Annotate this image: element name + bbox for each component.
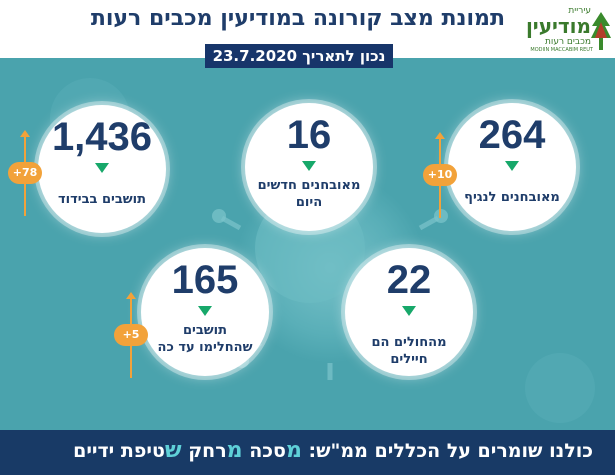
stat-label: תושבים בבידוד — [58, 192, 146, 207]
down-triangle-icon — [402, 306, 416, 316]
tree-logo-icon — [591, 12, 611, 50]
delta-badge: +5 — [114, 324, 148, 346]
logo-small-text: עיריית — [568, 6, 591, 16]
rules-prefix: כולנו שומרים על הכללים ממ"ש: — [308, 440, 594, 462]
logo-sub-text: מכבים רעות — [544, 37, 591, 47]
rules-message: כולנו שומרים על הכללים ממ"ש: מסכה מרחק ש… — [73, 438, 593, 463]
rule-distance-initial: מ — [226, 438, 243, 463]
rule-handwash-rest: טיפת ידיים — [73, 440, 165, 462]
down-triangle-icon — [302, 161, 316, 171]
down-triangle-icon — [95, 163, 109, 173]
rule-handwash-initial: ש — [164, 438, 182, 463]
stat-label: מאובחנים חדשים היום — [253, 177, 365, 211]
rule-distance-rest: רחק — [188, 440, 227, 462]
page-title: תמונת מצב קורונה במודיעין מכבים רעות — [90, 6, 505, 31]
logo-main-text: מודיעין — [525, 14, 591, 38]
delta-badge: +10 — [423, 164, 457, 186]
stat-label: תושבים שהחלימו עד כה — [149, 322, 261, 356]
delta-isolation: +78 — [8, 130, 42, 216]
stat-value: 22 — [386, 258, 432, 302]
logo-english-text: MODIIN MACCABIM REUT — [530, 47, 593, 53]
stat-new-today: 16 מאובחנים חדשים היום — [245, 103, 373, 231]
stat-label-line2: שהחלימו עד כה — [157, 340, 253, 355]
stat-isolation: 1,436 תושבים בבידוד — [38, 105, 166, 233]
rule-mask-initial: מ — [285, 438, 302, 463]
stat-value: 264 — [478, 113, 546, 157]
stat-soldiers: 22 מהחולים הם חיילים — [345, 248, 473, 376]
footer-banner: כולנו שומרים על הכללים ממ"ש: מסכה מרחק ש… — [0, 430, 615, 475]
down-triangle-icon — [198, 306, 212, 316]
city-logo: עיריית מודיעין מכבים רעות MODIIN MACCABI… — [515, 6, 611, 53]
stat-label: מאובחנים לנגיף — [464, 190, 560, 205]
stat-label-line1: מאובחנים חדשים — [257, 178, 361, 193]
stat-label-line2: היום — [295, 195, 323, 210]
stat-value: 1,436 — [51, 115, 153, 159]
rule-mask-rest: סכה — [249, 440, 286, 462]
stat-label-line1: תושבים — [182, 323, 227, 338]
stat-recovered: 165 תושבים שהחלימו עד כה — [141, 248, 269, 376]
stat-label: מהחולים הם חיילים — [371, 335, 447, 367]
delta-badge: +78 — [8, 162, 42, 184]
delta-recovered: +5 — [114, 292, 148, 378]
date-banner: נכון לתאריך 23.7.2020 — [205, 44, 393, 68]
stat-value: 16 — [286, 113, 332, 157]
stat-value: 165 — [171, 258, 239, 302]
stat-diagnosed: 264 מאובחנים לנגיף — [448, 103, 576, 231]
delta-diagnosed: +10 — [423, 132, 457, 218]
down-triangle-icon — [505, 161, 519, 171]
